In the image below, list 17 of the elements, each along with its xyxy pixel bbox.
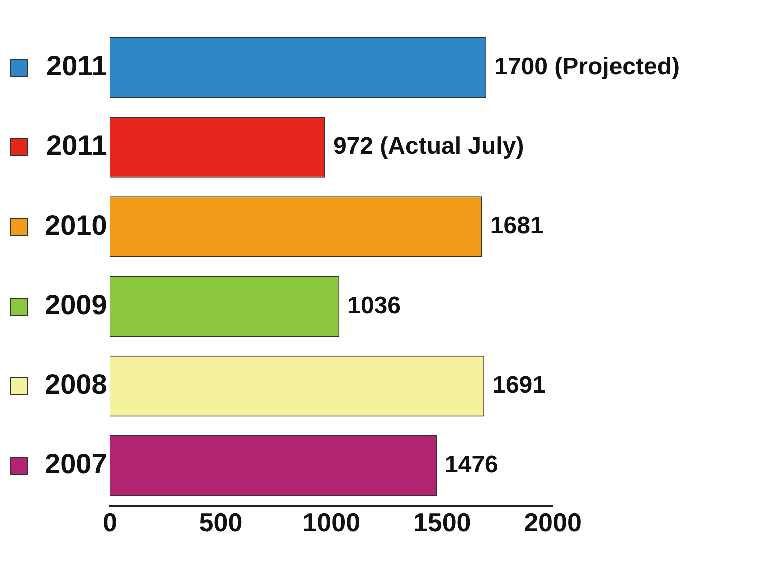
data-label: 1681 [490, 212, 544, 240]
data-label: 972 (Actual July) [333, 133, 524, 160]
data-label: 1036 [348, 292, 402, 320]
y-tick-label: 2011 [46, 50, 108, 82]
y-tick-label: 2009 [44, 289, 108, 320]
data-label: 1700 (Projected) [494, 53, 680, 80]
y-tick-label: 2011 [46, 130, 108, 162]
x-tick-label: 0 [103, 508, 118, 538]
y-tick-label: 2007 [44, 448, 108, 480]
data-label: 1691 [492, 372, 546, 399]
x-tick-label: 1500 [413, 508, 472, 538]
y-tick-label: 2008 [44, 369, 108, 400]
x-tick-label: 500 [199, 508, 243, 538]
x-tick-label: 1000 [302, 508, 361, 538]
x-tick-label: 2000 [524, 508, 582, 538]
y-tick-label: 2010 [44, 210, 108, 241]
data-label: 1476 [445, 452, 498, 479]
